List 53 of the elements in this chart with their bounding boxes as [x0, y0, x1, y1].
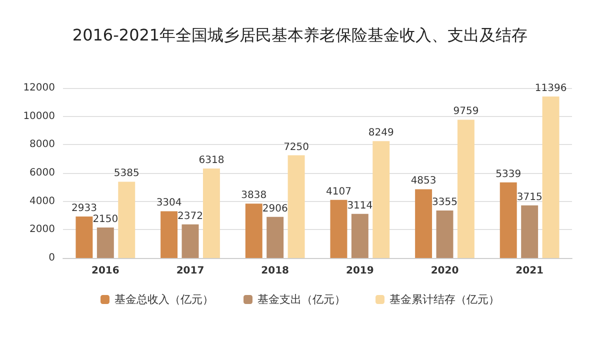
data-label: 6318 — [198, 154, 224, 166]
y-tick-label: 8000 — [30, 139, 55, 150]
y-tick-label: 10000 — [23, 110, 55, 122]
x-tick-label: 2017 — [176, 266, 204, 276]
y-tick-label: 12000 — [23, 82, 55, 94]
bar — [521, 205, 538, 258]
data-label: 5385 — [114, 168, 140, 180]
x-tick-label: 2016 — [91, 266, 120, 276]
bar — [542, 96, 560, 258]
data-label: 3355 — [432, 196, 458, 208]
bar — [96, 228, 114, 258]
bar — [118, 182, 136, 258]
y-tick-label: 2000 — [30, 224, 55, 236]
data-label: 11396 — [534, 83, 567, 94]
data-label: 2372 — [178, 210, 203, 222]
data-label: 3304 — [156, 198, 182, 209]
legend-label: 基金支出（亿元） — [258, 293, 346, 306]
bar — [288, 155, 305, 258]
data-label: 2150 — [92, 214, 118, 226]
data-label: 3838 — [241, 190, 267, 202]
y-tick-label: 0 — [48, 252, 55, 264]
bar — [457, 120, 474, 258]
data-label: 3114 — [347, 200, 373, 212]
data-label: 4107 — [326, 186, 352, 198]
legend-label: 基金总收入（亿元） — [114, 293, 214, 306]
bar — [330, 200, 348, 258]
data-label: 8249 — [368, 128, 394, 139]
data-label: 4853 — [410, 176, 436, 187]
bar — [245, 204, 262, 258]
chart-title: 2016-2021年全国城乡居民基本养老保险基金收入、支出及结存 — [72, 26, 528, 44]
bar — [160, 211, 178, 258]
x-tick-label: 2018 — [261, 266, 290, 276]
y-tick-label: 6000 — [30, 168, 55, 178]
bar — [76, 216, 93, 258]
data-label: 9759 — [453, 106, 479, 118]
legend-label: 基金累计结存（亿元） — [390, 293, 500, 306]
bar — [436, 210, 454, 258]
y-tick-label: 4000 — [30, 196, 55, 207]
data-label: 3715 — [516, 192, 542, 203]
bar — [266, 216, 284, 258]
data-label: 7250 — [284, 142, 310, 153]
bar — [372, 141, 390, 258]
bar — [202, 168, 220, 258]
x-tick-label: 2020 — [430, 266, 459, 276]
bar — [182, 224, 199, 258]
data-label: 2933 — [71, 202, 97, 214]
bar — [415, 189, 432, 258]
x-tick-label: 2019 — [346, 266, 374, 276]
bar — [500, 182, 517, 258]
bar — [351, 214, 368, 258]
data-label: 2906 — [262, 203, 288, 214]
data-label: 5339 — [496, 168, 522, 180]
x-tick-label: 2021 — [516, 266, 544, 276]
